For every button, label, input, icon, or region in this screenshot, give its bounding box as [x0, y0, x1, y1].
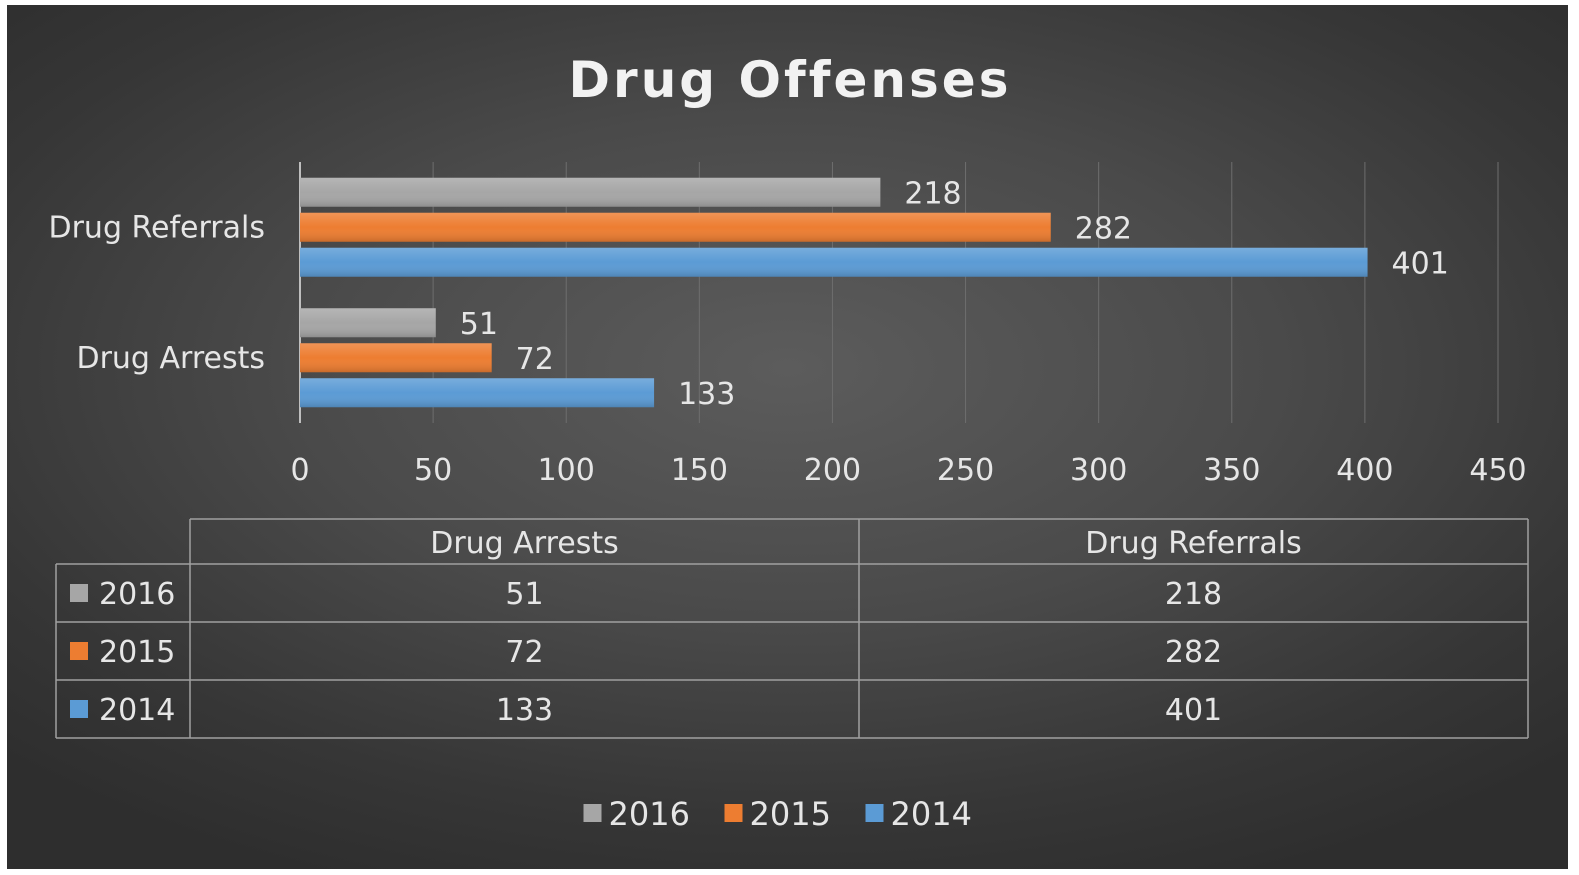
legend-swatch-2015: [724, 804, 743, 822]
bar-shine-drug-arrests-2014: [300, 378, 655, 408]
data-table: Drug Arrests Drug Referrals 2016 51 218 2015 7…: [55, 518, 1529, 739]
x-tick-label-200: 200: [804, 453, 861, 488]
x-tick-label-150: 150: [671, 453, 728, 488]
table-header-drug-arrests: Drug Arrests: [430, 526, 619, 561]
drug-offenses-chart: Drug Offenses 51 72 133 218 282 401 Drug Arre…: [49, 51, 1529, 833]
legend-label-2015: 2015: [750, 795, 831, 833]
table-key-label-2014: 2014: [99, 693, 175, 728]
chart-title: Drug Offenses: [569, 51, 1012, 109]
chart-frame: Drug Offenses 51 72 133 218 282 401 Drug Arre…: [7, 5, 1568, 869]
category-labels: Drug Arrests Drug Referrals: [49, 210, 266, 376]
bar-shine-drug-referrals-2016: [300, 177, 881, 207]
table-cell-2015-drug-referrals: 282: [1165, 635, 1222, 670]
legend: 2016 2015 2014: [583, 795, 972, 833]
x-tick-label-400: 400: [1336, 453, 1393, 488]
category-label-drug-referrals: Drug Referrals: [49, 210, 266, 245]
bar-shine-drug-referrals-2015: [300, 212, 1051, 242]
data-label-drug-referrals-2016: 218: [904, 176, 961, 211]
table-cell-2016-drug-arrests: 51: [505, 577, 543, 612]
table-cell-2014-drug-arrests: 133: [496, 693, 553, 728]
table-key-label-2016: 2016: [99, 577, 175, 612]
data-label-drug-arrests-2014: 133: [678, 377, 735, 412]
x-tick-label-250: 250: [937, 453, 994, 488]
table-header-drug-referrals: Drug Referrals: [1085, 526, 1302, 561]
data-label-drug-referrals-2015: 282: [1075, 211, 1132, 246]
legend-swatch-2016: [583, 804, 602, 822]
table-cell-2015-drug-arrests: 72: [505, 635, 543, 670]
legend-label-2016: 2016: [609, 795, 690, 833]
bar-shine-drug-arrests-2015: [300, 343, 492, 373]
legend-swatch-2014: [865, 804, 884, 822]
data-label-drug-arrests-2015: 72: [516, 342, 554, 377]
bar-shine-drug-referrals-2014: [300, 247, 1368, 277]
table-cell-2014-drug-referrals: 401: [1165, 693, 1222, 728]
table-key-swatch-2014: [70, 700, 88, 718]
category-label-drug-arrests: Drug Arrests: [76, 341, 265, 376]
table-cell-2016-drug-referrals: 218: [1165, 577, 1222, 612]
table-key-swatch-2016: [70, 584, 88, 602]
data-label-drug-referrals-2014: 401: [1392, 246, 1449, 281]
x-tick-label-100: 100: [538, 453, 595, 488]
legend-label-2014: 2014: [891, 795, 972, 833]
x-tick-label-0: 0: [290, 453, 309, 488]
x-tick-label-350: 350: [1203, 453, 1260, 488]
x-tick-label-450: 450: [1469, 453, 1526, 488]
bars: 51 72 133 218 282 401: [300, 176, 1449, 412]
table-key-label-2015: 2015: [99, 635, 175, 670]
x-axis-ticks: 0 50 100 150 200 250 300 350 400 450: [290, 453, 1526, 488]
bar-shine-drug-arrests-2016: [300, 308, 436, 338]
data-label-drug-arrests-2016: 51: [460, 307, 498, 342]
x-tick-label-300: 300: [1070, 453, 1127, 488]
table-key-swatch-2015: [70, 642, 88, 660]
x-tick-label-50: 50: [414, 453, 452, 488]
